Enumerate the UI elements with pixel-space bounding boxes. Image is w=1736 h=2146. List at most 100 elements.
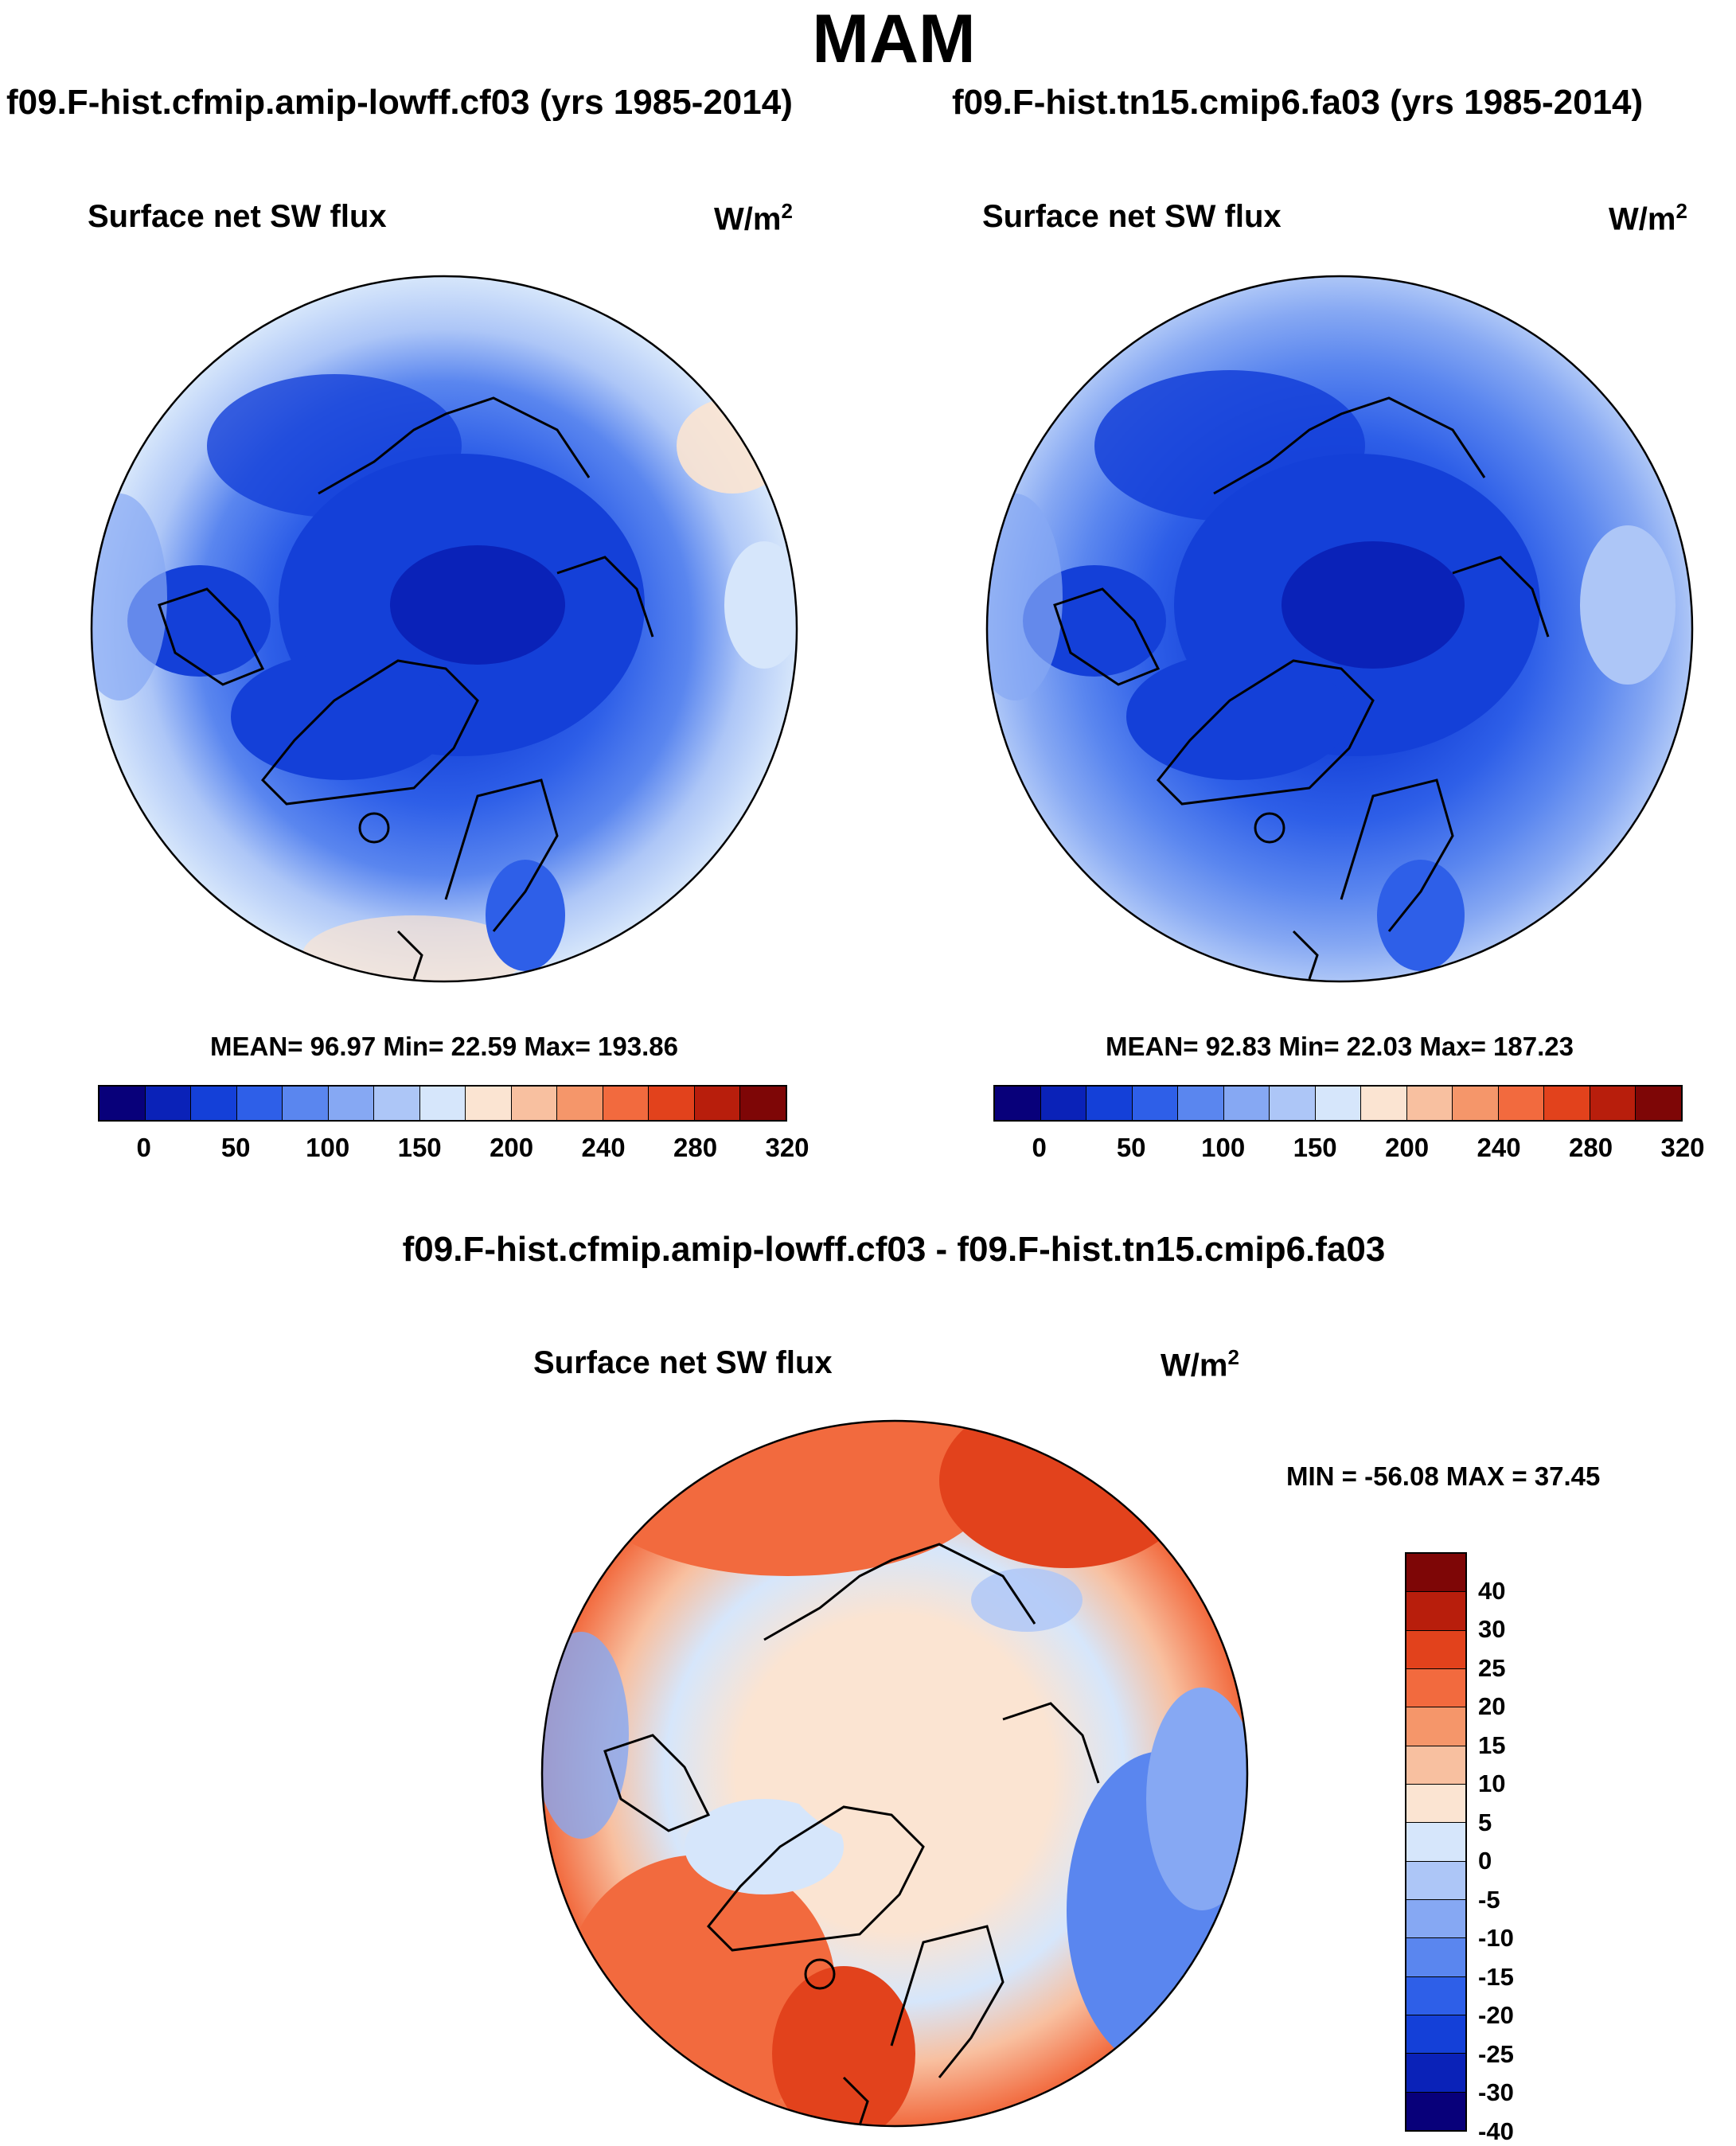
- colorbar-tick-label: -25: [1478, 2039, 1514, 2068]
- panel3-stats: MIN = -56.08 MAX = 37.45: [1286, 1461, 1601, 1491]
- colorbar-swatch: [995, 1087, 1041, 1120]
- colorbar-tick-label: 15: [1478, 1730, 1506, 1759]
- colorbar-tick-label: 50: [1116, 1133, 1146, 1162]
- colorbar-swatch: [1406, 1087, 1453, 1120]
- colorbar-swatch: [1453, 1087, 1499, 1120]
- colorbar-swatch: [1406, 1976, 1465, 2015]
- colorbar-swatch: [1498, 1087, 1545, 1120]
- colorbar-tick-label: 0: [136, 1133, 151, 1162]
- colorbar-tick-label: 240: [581, 1133, 626, 1162]
- colorbar-swatch: [1406, 2054, 1465, 2093]
- panel3-coastlines: [603, 1543, 1100, 2126]
- diff-title: f09.F-hist.cfmip.amip-lowff.cf03 - f09.F…: [402, 1230, 1386, 1269]
- colorbar-swatch: [236, 1087, 283, 1120]
- colorbar-swatch: [283, 1087, 329, 1120]
- colorbar-tick-label: 40: [1478, 1576, 1506, 1605]
- colorbar-tick-label: -5: [1478, 1885, 1500, 1914]
- colorbar-swatch: [1406, 1630, 1465, 1669]
- colorbar-swatch: [649, 1087, 695, 1120]
- colorbar-tick-label: -30: [1478, 2078, 1514, 2107]
- colorbar-swatch: [1040, 1087, 1087, 1120]
- panel2-map-border: [985, 275, 1694, 983]
- colorbar-swatch: [1544, 1087, 1590, 1120]
- colorbar-swatch: [603, 1087, 650, 1120]
- colorbar-tick-label: 320: [765, 1133, 809, 1162]
- colorbar-tick-label: 150: [397, 1133, 442, 1162]
- colorbar-tick-label: -40: [1478, 2117, 1514, 2145]
- colorbar-swatch: [1223, 1087, 1270, 1120]
- panel2-stats: MEAN= 92.83 Min= 22.03 Max= 187.23: [1106, 1032, 1574, 1061]
- colorbar-tick-label: 100: [306, 1133, 350, 1162]
- colorbar-swatch: [1406, 1938, 1465, 1977]
- colorbar-tick-label: 240: [1477, 1133, 1521, 1162]
- colorbar-swatch: [466, 1087, 512, 1120]
- colorbar-tick-label: 25: [1478, 1653, 1506, 1682]
- colorbar-tick-label: -20: [1478, 2001, 1514, 2030]
- colorbar-swatch: [1406, 1707, 1465, 1746]
- panel2-map: [987, 276, 1692, 981]
- colorbar-tick-label: 10: [1478, 1769, 1506, 1798]
- panel3-map: [542, 1421, 1247, 2126]
- panel1-variable-label: Surface net SW flux: [88, 199, 387, 234]
- panel3-variable-label: Surface net SW flux: [533, 1345, 833, 1380]
- colorbar-tick-label: 280: [673, 1133, 718, 1162]
- colorbar-tick-label: 20: [1478, 1692, 1506, 1721]
- colorbar-swatch: [1132, 1087, 1179, 1120]
- colorbar-tick-label: 150: [1293, 1133, 1337, 1162]
- colorbar-swatch: [328, 1087, 375, 1120]
- colorbar-swatch: [1406, 1592, 1465, 1631]
- panel2-colorbar: [993, 1085, 1683, 1122]
- panel1-case-title: f09.F-hist.cfmip.amip-lowff.cf03 (yrs 19…: [6, 83, 793, 122]
- colorbar-tick-label: 100: [1201, 1133, 1246, 1162]
- colorbar-tick-label: 200: [1385, 1133, 1430, 1162]
- colorbar-swatch: [419, 1087, 466, 1120]
- figure-title: MAM: [812, 1, 976, 77]
- colorbar-tick-label: 0: [1478, 1847, 1492, 1875]
- colorbar-swatch: [1406, 2092, 1465, 2130]
- panel2-units: W/m2: [1609, 199, 1687, 237]
- colorbar-tick-label: 320: [1660, 1133, 1705, 1162]
- colorbar-swatch: [1178, 1087, 1224, 1120]
- colorbar-swatch: [694, 1087, 741, 1120]
- panel1-units: W/m2: [714, 199, 793, 237]
- panel1-map: [92, 276, 797, 981]
- colorbar-tick-label: -10: [1478, 1924, 1514, 1953]
- panel2-variable-label: Surface net SW flux: [982, 199, 1282, 234]
- colorbar-swatch: [1406, 1746, 1465, 1785]
- colorbar-tick-label: 200: [490, 1133, 534, 1162]
- colorbar-swatch: [1406, 1668, 1465, 1708]
- colorbar-swatch: [99, 1087, 146, 1120]
- colorbar-swatch: [1361, 1087, 1407, 1120]
- colorbar-tick-label: 280: [1569, 1133, 1613, 1162]
- colorbar-swatch: [1590, 1087, 1637, 1120]
- colorbar-swatch: [1406, 1899, 1465, 1939]
- panel3-units: W/m2: [1161, 1345, 1239, 1383]
- colorbar-tick-label: 0: [1032, 1133, 1047, 1162]
- colorbar-swatch: [374, 1087, 420, 1120]
- panel2-coastlines: [1053, 396, 1550, 980]
- panel1-map-border: [90, 275, 798, 983]
- colorbar-swatch: [1406, 1554, 1465, 1593]
- colorbar-tick-label: -15: [1478, 1962, 1514, 1991]
- colorbar-swatch: [511, 1087, 558, 1120]
- colorbar-tick-label: 5: [1478, 1808, 1492, 1836]
- colorbar-swatch: [1315, 1087, 1362, 1120]
- colorbar-tick-label: 50: [220, 1133, 251, 1162]
- colorbar-swatch: [1406, 1823, 1465, 1862]
- panel2-case-title: f09.F-hist.tn15.cmip6.fa03 (yrs 1985-201…: [952, 83, 1644, 122]
- panel1-colorbar: [98, 1085, 787, 1122]
- colorbar-swatch: [1270, 1087, 1316, 1120]
- colorbar-swatch: [1406, 2015, 1465, 2054]
- colorbar-tick-label: 30: [1478, 1615, 1506, 1644]
- panel1-stats: MEAN= 96.97 Min= 22.59 Max= 193.86: [210, 1032, 678, 1061]
- colorbar-swatch: [145, 1087, 192, 1120]
- panel3-colorbar: [1405, 1552, 1467, 2132]
- colorbar-swatch: [1406, 1784, 1465, 1824]
- colorbar-swatch: [557, 1087, 603, 1120]
- colorbar-swatch: [1406, 1861, 1465, 1900]
- panel3-map-border: [540, 1419, 1249, 2128]
- colorbar-swatch: [191, 1087, 237, 1120]
- colorbar-swatch: [1086, 1087, 1133, 1120]
- colorbar-swatch: [740, 1087, 786, 1120]
